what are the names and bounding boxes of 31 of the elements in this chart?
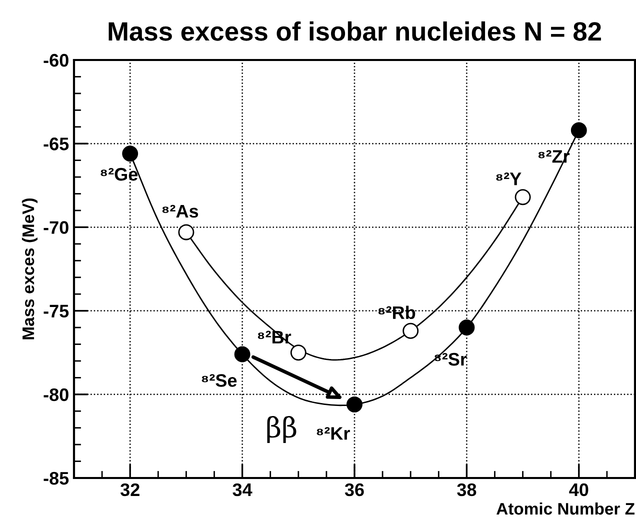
- point: [122, 146, 138, 162]
- point: [178, 224, 194, 240]
- x-tick-label: 40: [569, 483, 588, 496]
- point: [346, 396, 362, 412]
- y-tick-label: -70: [44, 221, 68, 234]
- annotation: ββ: [267, 416, 296, 444]
- x-tick-label: 34: [232, 483, 252, 496]
- annotation: ⁸²Rb: [378, 306, 416, 320]
- x-tick-label: 32: [120, 483, 140, 496]
- annotation: ⁸²As: [162, 204, 198, 218]
- annotation: ⁸²Se: [202, 374, 237, 387]
- y-tick-label: -85: [44, 472, 69, 485]
- annotation: ⁸²Sr: [434, 352, 467, 366]
- chart-title: Mass excess of isobar nucleides N = 82: [108, 21, 601, 41]
- annotation: ⁸²Kr: [316, 427, 350, 440]
- annotation: ⁸²Y: [496, 172, 522, 186]
- x-tick-label: 36: [344, 483, 364, 496]
- point: [234, 346, 250, 362]
- point: [514, 189, 531, 206]
- x-axis-title: Atomic Number Z: [496, 502, 635, 515]
- point: [458, 320, 475, 336]
- y-tick-label: -65: [44, 138, 69, 150]
- y-tick-label: -80: [44, 388, 68, 402]
- y-axis-title: Mass exces (MeV): [22, 198, 38, 340]
- annotation: ⁸²Ge: [100, 168, 138, 181]
- x-tick-label: 38: [457, 483, 476, 496]
- point: [570, 122, 587, 138]
- point: [402, 322, 419, 339]
- y-tick-label: -60: [44, 54, 68, 67]
- y-tick-label: -75: [44, 304, 69, 318]
- point: [290, 344, 306, 361]
